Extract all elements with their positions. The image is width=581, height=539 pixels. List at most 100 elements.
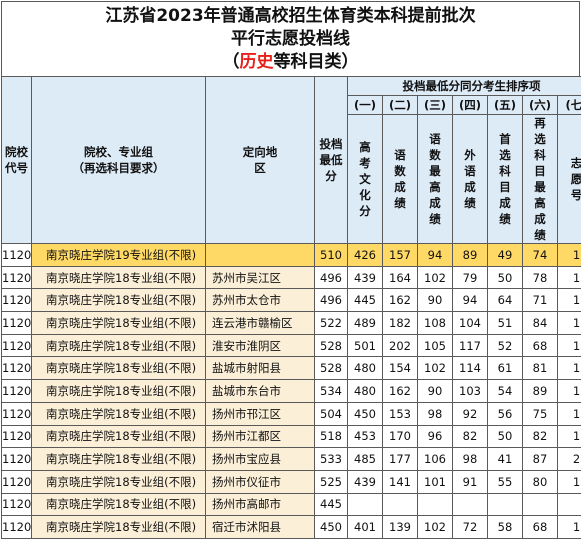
cell-c4: 79 [453, 266, 488, 289]
cell-location: 扬州市高邮市 [206, 493, 315, 516]
cell-c7: 1 [558, 425, 581, 448]
cell-c6: 80 [523, 470, 558, 493]
cell-code: 1120 [2, 289, 32, 312]
cell-c5: 55 [488, 470, 523, 493]
cell-code: 1120 [2, 312, 32, 335]
header-tiebreak-label: 语数最高成绩 [418, 115, 453, 244]
cell-c7: 1 [558, 516, 581, 539]
cell-location: 扬州市江都区 [206, 425, 315, 448]
cell-c2: 162 [383, 289, 418, 312]
cell-c2: 182 [383, 312, 418, 335]
cell-location: 淮安市淮阴区 [206, 334, 315, 357]
cell-group: 南京晓庄学院18专业组(不限) [32, 516, 206, 539]
cell-min-score: 522 [315, 312, 348, 335]
cell-min-score: 525 [315, 470, 348, 493]
cell-group: 南京晓庄学院18专业组(不限) [32, 425, 206, 448]
cell-c3: 105 [418, 334, 453, 357]
header-tiebreak-label: 高考文化分 [348, 115, 383, 244]
cell-c7: 2 [558, 448, 581, 471]
cell-c5: 51 [488, 312, 523, 335]
cell-c1: 450 [348, 402, 383, 425]
header-location: 定向地区 [206, 77, 315, 244]
cell-code: 1120 [2, 425, 32, 448]
title-category-prefix: （ [223, 52, 240, 72]
cell-min-score: 445 [315, 493, 348, 516]
cell-c5: 50 [488, 266, 523, 289]
cell-c2: 202 [383, 334, 418, 357]
cell-c3: 106 [418, 448, 453, 471]
cell-group: 南京晓庄学院18专业组(不限) [32, 334, 206, 357]
cell-c6: 84 [523, 312, 558, 335]
cell-c6: 87 [523, 448, 558, 471]
cell-c7: 1 [558, 289, 581, 312]
cell-code: 1120 [2, 402, 32, 425]
cell-group: 南京晓庄学院18专业组(不限) [32, 312, 206, 335]
cell-min-score: 528 [315, 357, 348, 380]
cell-code: 1120 [2, 334, 32, 357]
cell-code: 1120 [2, 493, 32, 516]
cell-location: 扬州市宝应县 [206, 448, 315, 471]
cell-group: 南京晓庄学院18专业组(不限) [32, 380, 206, 403]
cell-c5: 58 [488, 516, 523, 539]
cell-min-score: 504 [315, 402, 348, 425]
cell-min-score: 533 [315, 448, 348, 471]
cell-location: 苏州市吴江区 [206, 266, 315, 289]
cell-c6: 78 [523, 266, 558, 289]
cell-c1: 489 [348, 312, 383, 335]
cell-c7: 1 [558, 402, 581, 425]
cell-c3: 90 [418, 380, 453, 403]
cell-c1: 501 [348, 334, 383, 357]
cell-c2: 154 [383, 357, 418, 380]
cell-c5 [488, 493, 523, 516]
cell-c5: 64 [488, 289, 523, 312]
cell-group: 南京晓庄学院18专业组(不限) [32, 266, 206, 289]
cell-c2: 157 [383, 244, 418, 267]
cell-c1: 401 [348, 516, 383, 539]
header-min-score: 投档最低分 [315, 77, 348, 244]
header-tiebreak-num: (二) [383, 96, 418, 115]
cell-c5: 52 [488, 334, 523, 357]
cell-c2: 139 [383, 516, 418, 539]
title-category: （历史等科目类） [2, 51, 579, 74]
title-category-highlight: 历史 [240, 52, 274, 72]
cell-min-score: 510 [315, 244, 348, 267]
cell-c4: 98 [453, 448, 488, 471]
cell-c4: 94 [453, 289, 488, 312]
cell-code: 1120 [2, 516, 32, 539]
header-group-label: 院校、专业组 [32, 144, 205, 160]
cell-c3: 90 [418, 289, 453, 312]
cell-c5: 49 [488, 244, 523, 267]
header-tiebreak-label: 外语成绩 [453, 115, 488, 244]
cell-c6: 81 [523, 357, 558, 380]
title-category-suffix: 等科目类） [274, 52, 359, 72]
header-tiebreak-num: (一) [348, 96, 383, 115]
cell-code: 1120 [2, 470, 32, 493]
header-tiebreak-title: 投档最低分同分考生排序项 [348, 77, 581, 96]
cell-c7: 1 [558, 470, 581, 493]
cell-code: 1120 [2, 244, 32, 267]
title-main: 江苏省2023年普通高校招生体育类本科提前批次 [2, 5, 579, 28]
cell-c1: 485 [348, 448, 383, 471]
cell-c1: 480 [348, 380, 383, 403]
cell-c7 [558, 493, 581, 516]
cell-c2: 141 [383, 470, 418, 493]
cell-c3: 108 [418, 312, 453, 335]
cell-location: 扬州市仪征市 [206, 470, 315, 493]
header-tiebreak-label: 再选科目最高成绩 [523, 115, 558, 244]
cell-c4: 103 [453, 380, 488, 403]
cell-min-score: 496 [315, 289, 348, 312]
cell-c3 [418, 493, 453, 516]
title-sub: 平行志愿投档线 [2, 28, 579, 51]
header-code: 院校代号 [2, 77, 32, 244]
cell-c5: 54 [488, 380, 523, 403]
cell-c3: 102 [418, 266, 453, 289]
header-tiebreak-label: 首选科目成绩 [488, 115, 523, 244]
cell-c4: 92 [453, 402, 488, 425]
cell-c1: 453 [348, 425, 383, 448]
header-tiebreak-num: (五) [488, 96, 523, 115]
cell-c6: 71 [523, 289, 558, 312]
